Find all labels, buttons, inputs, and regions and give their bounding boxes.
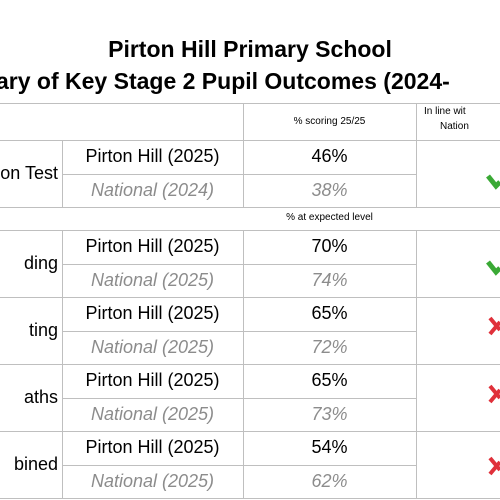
grid-line bbox=[62, 140, 63, 163]
school-name: Pirton Hill (2025) bbox=[85, 146, 220, 167]
percentage: 70% bbox=[311, 236, 348, 257]
cross-icon bbox=[488, 316, 500, 336]
grid-line bbox=[62, 297, 63, 364]
grid-line bbox=[243, 297, 244, 364]
column-header: % scoring 25/25 bbox=[293, 116, 366, 127]
grid-line bbox=[416, 230, 417, 297]
percentage: 54% bbox=[311, 437, 348, 458]
check-icon bbox=[486, 260, 500, 276]
grid-line bbox=[62, 140, 63, 207]
grid-line bbox=[243, 140, 244, 207]
grid-line bbox=[0, 498, 500, 499]
title: Pirton Hill Primary School bbox=[108, 36, 392, 62]
grid-line bbox=[0, 297, 500, 298]
grid-line bbox=[0, 364, 500, 365]
school-name: National (2025) bbox=[90, 470, 215, 491]
school-name: Pirton Hill (2025) bbox=[85, 236, 220, 257]
column-header: Nation bbox=[440, 121, 469, 132]
cross-icon bbox=[488, 456, 500, 476]
row-label: ding bbox=[23, 253, 58, 273]
grid-line bbox=[416, 140, 417, 163]
grid-line bbox=[62, 230, 63, 297]
grid-line bbox=[0, 140, 500, 141]
grid-line bbox=[0, 431, 500, 432]
grid-line bbox=[416, 364, 417, 431]
percentage: 46% bbox=[311, 146, 348, 167]
grid-line bbox=[62, 397, 416, 399]
row-label: aths bbox=[23, 387, 58, 407]
school-name: National (2024) bbox=[90, 179, 215, 200]
percentage: 72% bbox=[311, 336, 348, 357]
grid-line bbox=[243, 230, 244, 297]
percentage: 74% bbox=[311, 269, 348, 290]
school-name: National (2025) bbox=[90, 336, 215, 357]
row-label: bined bbox=[13, 454, 58, 474]
grid-line bbox=[62, 431, 63, 498]
subheader: % at expected level bbox=[286, 212, 373, 223]
grid-line bbox=[243, 140, 244, 163]
cross-icon bbox=[488, 384, 500, 404]
percentage: 73% bbox=[311, 403, 348, 424]
grid-line bbox=[62, 330, 416, 332]
grid-line bbox=[416, 103, 417, 140]
grid-line bbox=[0, 230, 500, 231]
percentage: 38% bbox=[311, 179, 348, 200]
grid-line bbox=[416, 297, 417, 364]
percentage: 65% bbox=[311, 370, 348, 391]
percentage: 65% bbox=[311, 303, 348, 324]
grid-line bbox=[0, 103, 500, 104]
grid-line bbox=[62, 464, 416, 466]
school-name: Pirton Hill (2025) bbox=[85, 370, 220, 391]
school-name: National (2025) bbox=[90, 403, 215, 424]
grid-line bbox=[243, 103, 244, 140]
column-header: In line wit bbox=[424, 106, 466, 117]
percentage: 62% bbox=[311, 470, 348, 491]
school-name: National (2025) bbox=[90, 269, 215, 290]
grid-line bbox=[62, 173, 416, 175]
check-icon bbox=[486, 174, 500, 190]
subtitle: ary of Key Stage 2 Pupil Outcomes (2024- bbox=[0, 68, 450, 94]
grid-line bbox=[243, 364, 244, 431]
school-name: Pirton Hill (2025) bbox=[85, 437, 220, 458]
grid-line bbox=[416, 140, 417, 207]
row-label: ting bbox=[28, 320, 58, 340]
grid-line bbox=[416, 431, 417, 498]
grid-line bbox=[62, 364, 63, 431]
grid-line bbox=[0, 207, 500, 208]
grid-line bbox=[62, 263, 416, 265]
grid-line bbox=[243, 431, 244, 498]
school-name: Pirton Hill (2025) bbox=[85, 303, 220, 324]
row-label: on Test bbox=[0, 163, 58, 183]
